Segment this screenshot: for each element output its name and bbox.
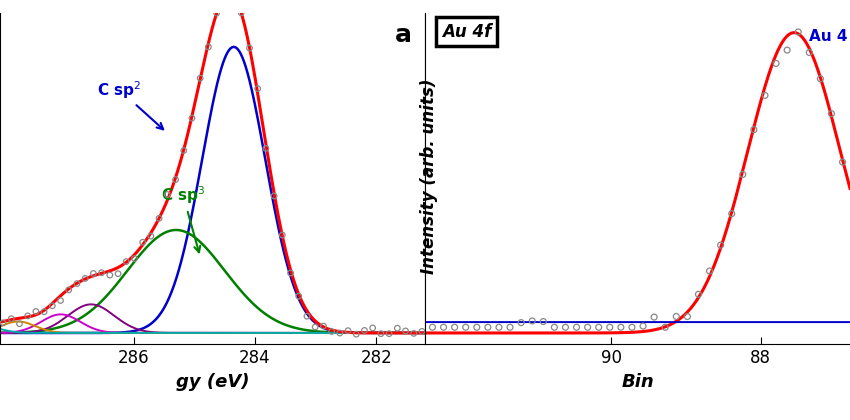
Point (791, 29, 805, 35)
Point (415, 328, 428, 335)
Point (37, 308, 51, 315)
Point (349, 331, 363, 338)
Point (4, 315, 18, 322)
Point (625, 324, 638, 331)
Point (659, 324, 672, 331)
Point (0, 320, 10, 326)
Point (802, 49, 816, 56)
Point (177, 147, 190, 154)
Point (581, 324, 594, 331)
Point (242, 45, 256, 51)
Point (128, 255, 141, 262)
Point (259, 145, 273, 152)
Point (210, 10, 224, 16)
Point (358, 327, 371, 334)
Point (226, 0, 240, 3)
Point (390, 325, 404, 331)
Point (382, 330, 396, 337)
Point (341, 327, 354, 334)
Point (592, 324, 605, 331)
Point (366, 325, 379, 331)
Point (648, 314, 661, 320)
Point (275, 231, 289, 238)
Point (161, 191, 174, 198)
Point (399, 328, 412, 334)
Point (426, 324, 439, 331)
Point (547, 324, 561, 331)
Point (780, 47, 794, 53)
Point (747, 126, 761, 133)
Point (136, 239, 150, 246)
Point (407, 330, 421, 337)
Point (824, 110, 838, 117)
Point (459, 324, 473, 331)
Point (437, 324, 451, 331)
Point (492, 324, 506, 331)
Point (218, 0, 231, 1)
Point (71, 280, 84, 287)
Point (758, 92, 772, 99)
Point (13, 320, 26, 327)
Point (201, 44, 215, 50)
Point (235, 10, 248, 16)
Point (503, 324, 517, 331)
Point (316, 323, 330, 329)
Point (103, 272, 116, 278)
Text: a: a (395, 23, 412, 47)
Text: Intensity (arb. units): Intensity (arb. units) (420, 79, 439, 274)
Point (144, 233, 158, 239)
Point (570, 324, 583, 331)
Point (185, 115, 199, 121)
Point (374, 330, 388, 337)
Point (251, 85, 264, 92)
X-axis label: Bin: Bin (621, 373, 654, 391)
Point (448, 324, 462, 331)
Point (300, 313, 314, 320)
Point (681, 313, 694, 320)
Point (703, 268, 717, 274)
Point (813, 75, 827, 82)
Point (54, 297, 67, 304)
Point (46, 302, 60, 309)
X-axis label: gy (eV): gy (eV) (176, 373, 249, 391)
Point (95, 269, 109, 276)
Text: Au 4: Au 4 (809, 29, 847, 44)
Point (111, 270, 125, 277)
Text: C sp$^2$: C sp$^2$ (97, 79, 163, 129)
Point (769, 60, 783, 67)
Point (78, 275, 92, 282)
Point (736, 171, 750, 178)
Point (194, 75, 207, 81)
Text: C sp$^3$: C sp$^3$ (161, 185, 206, 252)
Point (267, 193, 280, 199)
Point (87, 270, 100, 277)
Point (514, 319, 528, 326)
Point (481, 324, 495, 331)
Point (603, 324, 616, 331)
Point (714, 242, 728, 249)
Point (525, 318, 539, 324)
Point (309, 324, 322, 331)
Point (725, 210, 739, 217)
Point (558, 324, 572, 331)
Point (21, 312, 35, 319)
Point (614, 324, 627, 331)
Point (836, 159, 849, 165)
Point (169, 176, 183, 183)
Point (292, 293, 305, 299)
Point (637, 323, 650, 329)
Point (333, 330, 347, 336)
Text: Au 4f: Au 4f (442, 23, 491, 41)
Point (62, 286, 76, 293)
Point (284, 270, 298, 276)
Point (536, 318, 550, 325)
Point (692, 291, 706, 298)
Point (152, 215, 166, 222)
Point (325, 328, 338, 335)
Point (120, 258, 133, 265)
Point (29, 308, 42, 315)
Point (470, 324, 484, 331)
Point (670, 313, 683, 320)
